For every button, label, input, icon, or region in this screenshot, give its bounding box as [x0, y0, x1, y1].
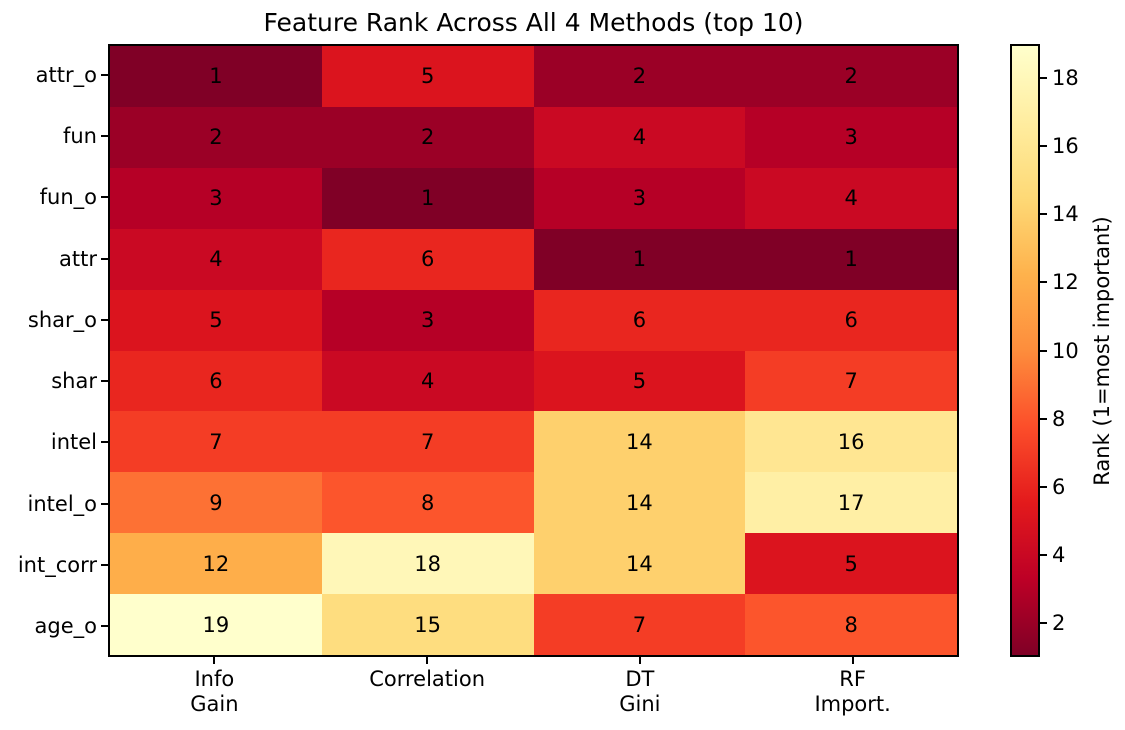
y-tick-mark: [101, 134, 108, 137]
heatmap-cell: 5: [110, 289, 322, 351]
heatmap-cell: 6: [110, 350, 322, 412]
y-tick-label: intel: [50, 430, 97, 455]
colorbar: [1010, 44, 1040, 657]
heatmap-cell: 1: [533, 228, 746, 290]
colorbar-tick-label: 14: [1052, 202, 1079, 227]
colorbar-tick-mark: [1040, 553, 1047, 556]
colorbar-tick-label: 4: [1052, 542, 1066, 567]
x-tick-mark: [638, 657, 641, 664]
heatmap-cell: 4: [745, 167, 957, 229]
heatmap-cell: 5: [745, 533, 957, 595]
heatmap-cell: 8: [321, 472, 534, 534]
heatmap-cell: 4: [533, 106, 746, 168]
colorbar-tick-mark: [1040, 145, 1047, 148]
heatmap-cell: 2: [321, 106, 534, 168]
heatmap-cell: 6: [321, 228, 534, 290]
colorbar-tick-label: 10: [1052, 338, 1079, 363]
colorbar-tick-label: 12: [1052, 270, 1079, 295]
heatmap-cell: 1: [745, 228, 957, 290]
heatmap-cell: 19: [110, 594, 322, 655]
colorbar-tick-mark: [1040, 77, 1047, 80]
heatmap-cell: 7: [745, 350, 957, 412]
x-tick-label: DT Gini: [619, 667, 661, 716]
heatmap-cell: 9: [110, 472, 322, 534]
heatmap-cell: 8: [745, 594, 957, 655]
heatmap-cell: 17: [745, 472, 957, 534]
y-tick-label: shar_o: [27, 307, 97, 332]
y-tick-mark: [101, 625, 108, 628]
y-tick-mark: [101, 441, 108, 444]
y-tick-mark: [101, 73, 108, 76]
y-tick-mark: [101, 318, 108, 321]
colorbar-tick-mark: [1040, 213, 1047, 216]
y-tick-label: int_corr: [17, 553, 97, 578]
heatmap-cell: 15: [321, 594, 534, 655]
colorbar-tick-label: 6: [1052, 474, 1066, 499]
heatmap-cell: 12: [110, 533, 322, 595]
y-tick-label: age_o: [34, 614, 97, 639]
heatmap-cell: 3: [110, 167, 322, 229]
y-tick-label: fun_o: [39, 185, 97, 210]
heatmap-cell: 2: [110, 106, 322, 168]
colorbar-tick-label: 16: [1052, 134, 1079, 159]
heatmap-cell: 2: [745, 46, 957, 107]
heatmap-cell: 7: [533, 594, 746, 655]
colorbar-tick-mark: [1040, 281, 1047, 284]
colorbar-tick-mark: [1040, 621, 1047, 624]
heatmap-cell: 7: [110, 411, 322, 473]
heatmap-cell: 14: [533, 533, 746, 595]
heatmap-cell: 14: [533, 411, 746, 473]
colorbar-label: Rank (1=most important): [1090, 215, 1114, 486]
heatmap-cell: 6: [745, 289, 957, 351]
heatmap-cell: 1: [321, 167, 534, 229]
heatmap-cell: 4: [321, 350, 534, 412]
y-tick-label: fun: [62, 123, 97, 148]
heatmap-cell: 6: [533, 289, 746, 351]
heatmap-cell: 5: [533, 350, 746, 412]
y-tick-label: attr_o: [35, 62, 97, 87]
colorbar-tick-label: 8: [1052, 406, 1066, 431]
x-tick-mark: [851, 657, 854, 664]
heatmap-cell: 14: [533, 472, 746, 534]
x-tick-mark: [213, 657, 216, 664]
y-tick-mark: [101, 564, 108, 567]
y-tick-mark: [101, 380, 108, 383]
heatmap-cell: 18: [321, 533, 534, 595]
heatmap-cell: 2: [533, 46, 746, 107]
x-tick-mark: [426, 657, 429, 664]
chart-title: Feature Rank Across All 4 Methods (top 1…: [263, 8, 804, 37]
y-tick-label: intel_o: [27, 491, 97, 516]
colorbar-tick-label: 18: [1052, 66, 1079, 91]
y-tick-label: shar: [51, 369, 97, 394]
colorbar-tick-mark: [1040, 417, 1047, 420]
heatmap-cell: 7: [321, 411, 534, 473]
y-tick-mark: [101, 196, 108, 199]
heatmap-cell: 1: [110, 46, 322, 107]
x-tick-label: Correlation: [369, 667, 486, 691]
x-tick-label: RF Import.: [814, 667, 891, 716]
heatmap-cell: 4: [110, 228, 322, 290]
y-tick-mark: [101, 502, 108, 505]
colorbar-tick-label: 2: [1052, 610, 1066, 635]
heatmap-cell: 3: [321, 289, 534, 351]
heatmap-cell: 5: [321, 46, 534, 107]
y-tick-label: attr: [59, 246, 97, 271]
heatmap-grid: 1 5 2 2 2 2 4 3 3 1 3 4 4 6 1 1 5 3 6 6 6 4 5 7 7 7 14 16 9 8 14 17 12 18…: [108, 44, 959, 657]
heatmap-cell: 16: [745, 411, 957, 473]
colorbar-tick-mark: [1040, 349, 1047, 352]
heatmap-cell: 3: [533, 167, 746, 229]
heatmap-cell: 3: [745, 106, 957, 168]
y-tick-mark: [101, 257, 108, 260]
x-tick-label: Info Gain: [190, 667, 239, 716]
colorbar-tick-mark: [1040, 485, 1047, 488]
